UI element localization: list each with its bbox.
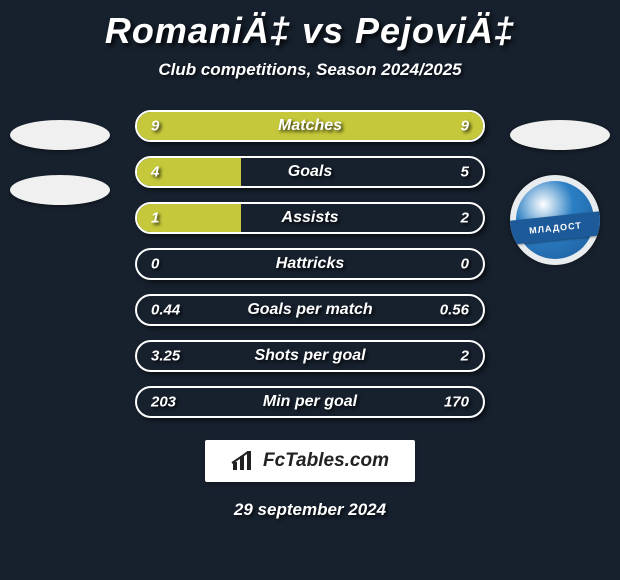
stat-row: 4 Goals 5 bbox=[135, 156, 485, 188]
stat-row: 203 Min per goal 170 bbox=[135, 386, 485, 418]
stat-right-value: 0.56 bbox=[440, 302, 469, 319]
stat-row: 0 Hattricks 0 bbox=[135, 248, 485, 280]
stat-right-value: 0 bbox=[461, 256, 469, 273]
stat-row: 1 Assists 2 bbox=[135, 202, 485, 234]
stat-left-value: 3.25 bbox=[151, 348, 180, 365]
player2-club-badge: МЛАДОСТ bbox=[510, 175, 600, 265]
stat-label: Goals bbox=[288, 163, 332, 181]
stat-label: Goals per match bbox=[247, 301, 372, 319]
stat-right-value: 2 bbox=[461, 348, 469, 365]
stat-label: Shots per goal bbox=[254, 347, 365, 365]
player1-badge-1 bbox=[10, 120, 110, 150]
stat-left-value: 1 bbox=[151, 210, 159, 227]
stat-label: Hattricks bbox=[276, 255, 344, 273]
stat-right-value: 2 bbox=[461, 210, 469, 227]
page-title: RomaniÄ‡ vs PejoviÄ‡ bbox=[0, 0, 620, 52]
stat-label: Min per goal bbox=[263, 393, 357, 411]
stat-left-value: 4 bbox=[151, 164, 159, 181]
stat-right-value: 9 bbox=[461, 118, 469, 135]
stat-row: 0.44 Goals per match 0.56 bbox=[135, 294, 485, 326]
stat-row: 9 Matches 9 bbox=[135, 110, 485, 142]
right-player-badges: МЛАДОСТ bbox=[510, 120, 610, 265]
stat-label: Assists bbox=[282, 209, 339, 227]
logo-text: FcTables.com bbox=[263, 450, 389, 472]
stat-right-value: 170 bbox=[444, 394, 469, 411]
stat-label: Matches bbox=[278, 117, 342, 135]
bar-chart-icon bbox=[231, 450, 257, 472]
left-player-badges bbox=[10, 120, 110, 230]
stat-left-value: 9 bbox=[151, 118, 159, 135]
player2-badge-1 bbox=[510, 120, 610, 150]
stat-right-value: 5 bbox=[461, 164, 469, 181]
page-subtitle: Club competitions, Season 2024/2025 bbox=[0, 60, 620, 80]
stat-row: 3.25 Shots per goal 2 bbox=[135, 340, 485, 372]
infographic-date: 29 september 2024 bbox=[0, 500, 620, 520]
fctables-logo[interactable]: FcTables.com bbox=[205, 440, 415, 482]
stat-left-value: 0 bbox=[151, 256, 159, 273]
stats-chart: 9 Matches 9 4 Goals 5 1 Assists 2 0 Hattricks 0 0.44… bbox=[135, 110, 485, 418]
stat-left-value: 0.44 bbox=[151, 302, 180, 319]
player1-badge-2 bbox=[10, 175, 110, 205]
stat-left-value: 203 bbox=[151, 394, 176, 411]
